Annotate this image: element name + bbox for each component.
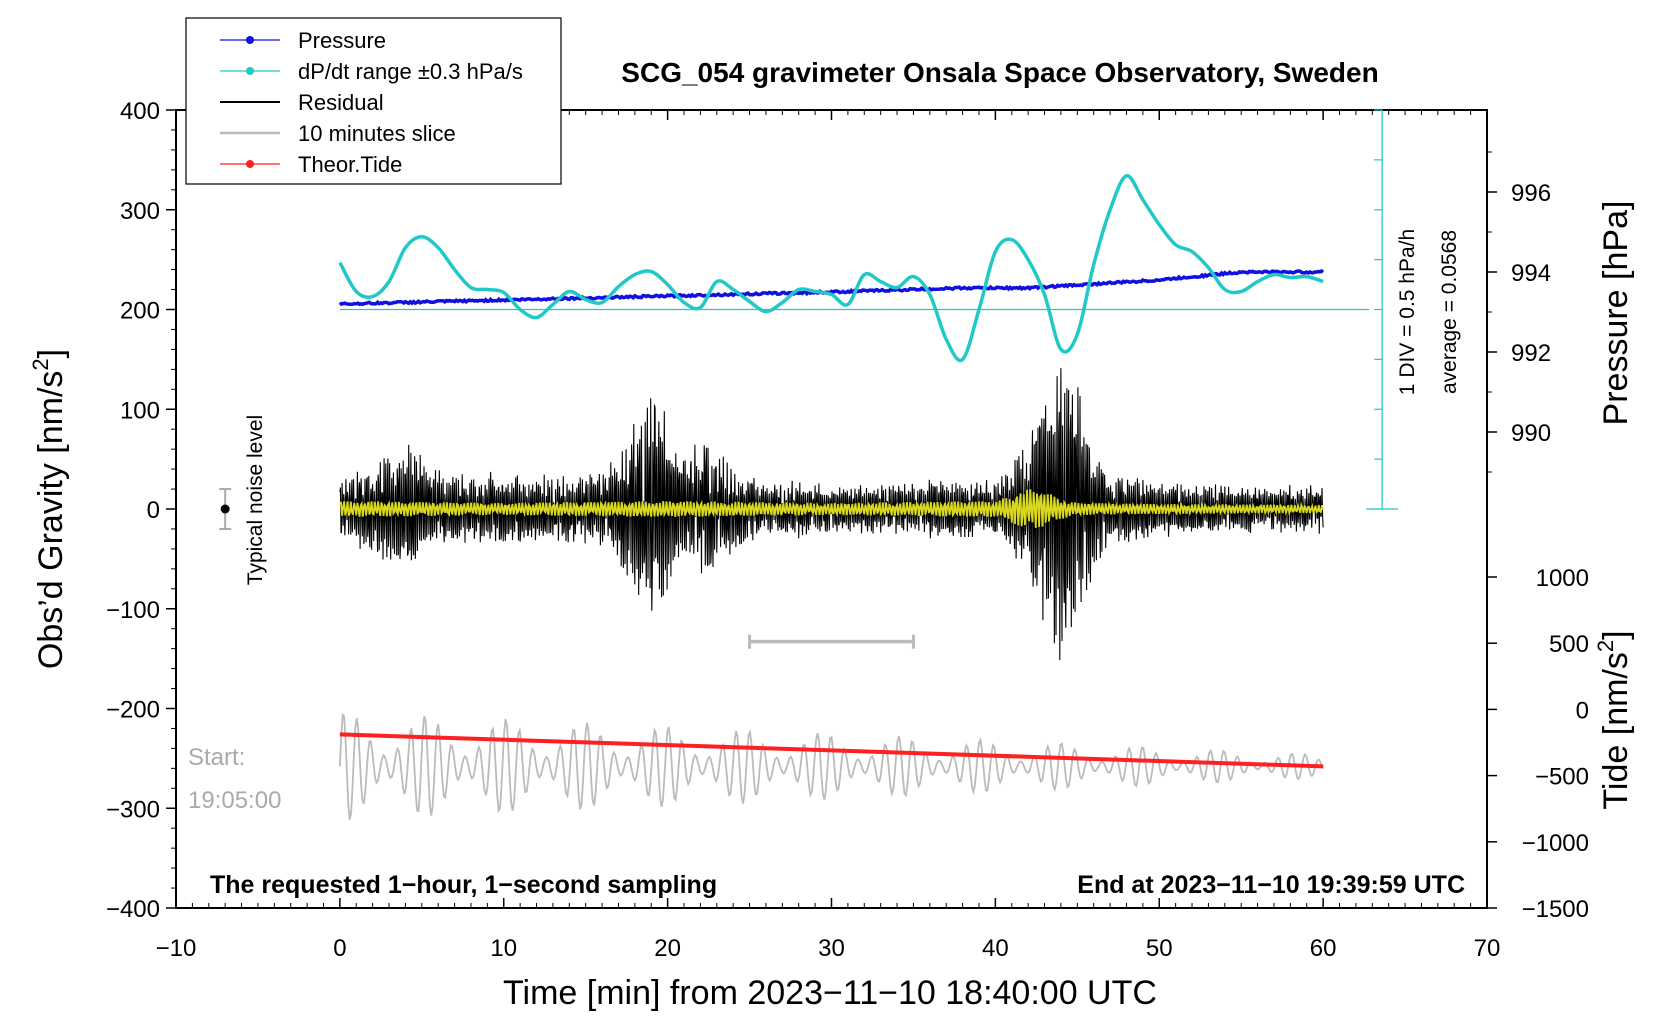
x-tick-label: 50: [1146, 935, 1173, 962]
x-tick-label: 60: [1310, 935, 1337, 962]
x-tick-label: 10: [490, 935, 517, 962]
pressure-tick-label: 994: [1511, 260, 1551, 287]
series-10min-slice: [339, 712, 1324, 820]
tide-axis-title-sup: 2: [1593, 640, 1618, 652]
pressure-tick-label: 996: [1511, 180, 1551, 207]
y-tick-label-left: −300: [106, 796, 160, 823]
legend: Pressure dP/dt range ±0.3 hPa/s Residual…: [185, 17, 562, 185]
y-tick-label-left: 200: [120, 298, 160, 325]
series-residual-filtered: [339, 489, 1324, 528]
legend-marker-dpdt: [246, 67, 254, 75]
start-label: Start:: [188, 744, 245, 771]
legend-marker-tide: [246, 160, 254, 168]
tide-axis-title-close: ]: [1597, 630, 1635, 639]
series-layer: [219, 109, 1399, 820]
tide-axis-title-main: Tide [nm/s: [1597, 652, 1635, 809]
chart-title: SCG_054 gravimeter Onsala Space Observat…: [621, 57, 1378, 88]
series-theor-tide: [339, 732, 1324, 769]
x-tick-label: 0: [333, 935, 346, 962]
x-tick-label: 70: [1474, 935, 1501, 962]
y-tick-label-left: −400: [106, 896, 160, 923]
y-axis-title-left-sup: 2: [28, 358, 53, 370]
tide-tick-label: 0: [1576, 697, 1589, 724]
tide-tick-label: −1500: [1522, 896, 1589, 923]
pressure-axis-title: Pressure [hPa]: [1597, 201, 1635, 426]
legend-label-dpdt: dP/dt range ±0.3 hPa/s: [298, 59, 523, 84]
y-tick-label-left: −200: [106, 697, 160, 724]
tide-tick-label: 1000: [1536, 565, 1589, 592]
y-tick-label-left: −100: [106, 597, 160, 624]
y-tick-label-left: 0: [147, 497, 160, 524]
typical-noise-label: Typical noise level: [244, 415, 267, 585]
x-tick-label: 30: [818, 935, 845, 962]
x-tick-label: 20: [654, 935, 681, 962]
legend-label-tide: Theor.Tide: [298, 152, 402, 177]
y-tick-label-left: 300: [120, 198, 160, 225]
tide-axis-title: Tide [nm/s2]: [1593, 630, 1635, 809]
x-axis-title: Time [min] from 2023−11−10 18:40:00 UTC: [503, 974, 1157, 1012]
series-residual: [339, 368, 1324, 661]
start-time: 19:05:00: [188, 787, 281, 814]
y-axis-title-left-main: Obs’d Gravity [nm/s: [32, 371, 70, 670]
legend-label-residual: Residual: [298, 90, 384, 115]
div-note: 1 DIV = 0.5 hPa/h: [1396, 229, 1419, 395]
legend-label-pressure: Pressure: [298, 28, 386, 53]
average-note: average = 0.0568: [1438, 230, 1461, 394]
series-pressure: [338, 268, 1325, 307]
pressure-tick-label: 992: [1511, 340, 1551, 367]
bottom-right-note: End at 2023−11−10 19:39:59 UTC: [1077, 871, 1465, 899]
x-tick-label: 40: [982, 935, 1009, 962]
pressure-tick-label: 990: [1511, 420, 1551, 447]
y-tick-label-left: 400: [120, 98, 160, 125]
axis-ticks: −10 0 10 20 30 40 50 60 704003002001000−100−200−…: [106, 98, 1589, 962]
tide-tick-label: −500: [1535, 764, 1589, 791]
series-dpdt: [338, 174, 1324, 363]
noise-point: [220, 504, 230, 514]
tide-tick-label: 500: [1549, 631, 1589, 658]
legend-label-slice: 10 minutes slice: [298, 121, 456, 146]
legend-marker-pressure: [246, 36, 254, 44]
y-axis-title-left-close: ]: [32, 349, 70, 358]
x-tick-label: −10: [156, 935, 197, 962]
tide-tick-label: −1000: [1522, 830, 1589, 857]
y-tick-label-left: 100: [120, 397, 160, 424]
y-axis-title-left: Obs’d Gravity [nm/s2]: [28, 349, 70, 669]
bottom-left-note: The requested 1−hour, 1−second sampling: [210, 871, 717, 899]
